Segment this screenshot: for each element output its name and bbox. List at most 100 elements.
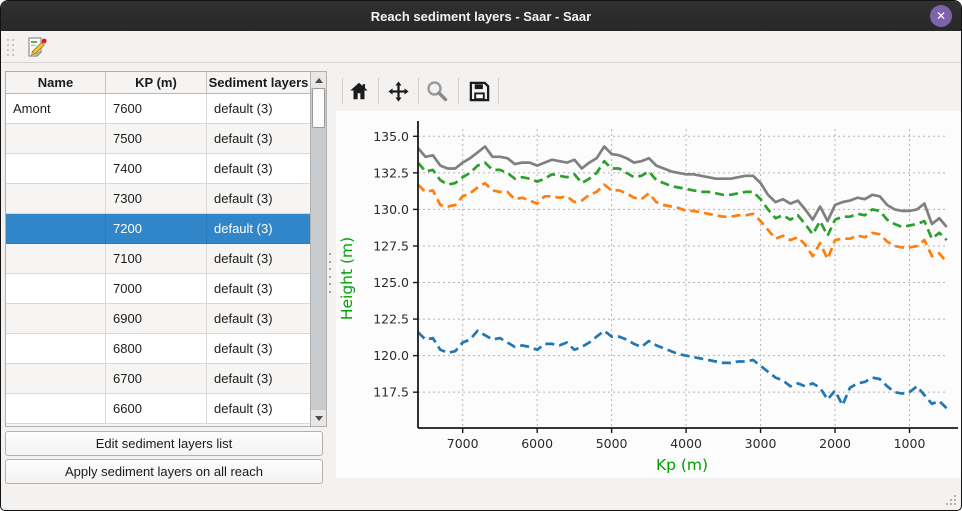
arrow-up-icon [314,77,323,83]
sediment-table: Name KP (m) Sediment layers Amont 7600 def… [5,71,327,427]
toolbar-drag-handle-icon[interactable] [7,39,15,57]
x-tick-label: 4000 [670,436,702,451]
table-scrollbar[interactable] [310,72,326,426]
row-layers-cell: default (3) [207,364,310,394]
scroll-up-button[interactable] [311,72,326,88]
row-layers-cell: default (3) [207,244,310,274]
header-layers: Sediment layers [207,72,310,94]
row-kp-cell: 6600 [106,394,207,424]
row-name-cell [6,214,106,244]
splitter-handle[interactable] [329,253,331,293]
save-icon [469,81,489,101]
row-layers-cell: default (3) [207,274,310,304]
header-name: Name [6,72,106,94]
home-icon [350,82,368,100]
row-name-cell [6,124,106,154]
close-icon: ✕ [935,9,947,23]
scrollbar-thumb[interactable] [312,88,325,128]
header-kp: KP (m) [106,72,207,94]
document-edit-icon [28,37,47,57]
edit-button-label: Edit sediment layers list [95,436,233,451]
series-orange_dashed [417,181,948,263]
row-layers-cell: default (3) [207,94,310,124]
y-tick-label: 130.0 [373,202,409,217]
edit-sediment-layers-list-button[interactable]: Edit sediment layers list [5,431,323,456]
table-row-partial[interactable] [6,424,310,426]
home-button[interactable] [347,79,371,103]
zoom-button[interactable] [425,79,449,103]
resize-grip[interactable] [944,493,958,507]
y-tick-label: 120.0 [373,348,409,363]
row-name-cell [6,364,106,394]
table-header: Name KP (m) Sediment layers [6,72,310,94]
row-name-cell [6,334,106,364]
y-tick-label: 117.5 [373,385,409,400]
table-row[interactable]: 7500 default (3) [6,124,310,154]
table-row[interactable]: 7000 default (3) [6,274,310,304]
row-name-cell [6,274,106,304]
row-kp-cell: 7400 [106,154,207,184]
row-kp-cell: 6700 [106,364,207,394]
row-kp-cell: 7100 [106,244,207,274]
apply-sediment-layers-button[interactable]: Apply sediment layers on all reach [5,459,323,484]
main-toolbar [1,31,961,63]
row-layers-cell: default (3) [207,184,310,214]
row-layers-cell: default (3) [207,154,310,184]
scroll-down-button[interactable] [311,410,326,426]
table-row[interactable]: 6700 default (3) [6,364,310,394]
x-axis-label: Kp (m) [656,456,708,474]
row-name-cell: Amont [6,94,106,124]
row-kp-cell: 6900 [106,304,207,334]
move-icon [387,80,409,102]
plot-canvas[interactable]: 117.5 120.0 122.5 125.0 127.5 130.0 132.5 135.0… [336,111,961,478]
arrow-down-icon [314,415,323,421]
y-tick-label: 125.0 [373,275,409,290]
series-green_dashed [416,159,948,242]
table-row[interactable]: Amont 7600 default (3) [6,94,310,124]
table-row[interactable]: 6800 default (3) [6,334,310,364]
series-gray_solid [416,145,948,228]
titlebar[interactable]: Reach sediment layers - Saar - Saar ✕ [1,1,961,31]
row-layers-cell: default (3) [207,394,310,424]
row-kp-cell: 6800 [106,334,207,364]
close-button[interactable]: ✕ [930,5,952,27]
row-layers-cell: default (3) [207,304,310,334]
row-kp-cell: 7500 [106,124,207,154]
row-name-cell [6,154,106,184]
table-row[interactable]: 7200 default (3) [6,214,310,244]
row-kp-cell: 7200 [106,214,207,244]
magnifier-icon [427,81,448,102]
save-button[interactable] [467,79,491,103]
plot-toolbar [336,71,961,111]
x-tick-label: 3000 [745,436,777,451]
scrollbar-track[interactable] [311,88,326,410]
table-row[interactable]: 6900 default (3) [6,304,310,334]
row-name-cell [6,304,106,334]
height-profile-chart: 117.5 120.0 122.5 125.0 127.5 130.0 132.5 135.0… [338,121,958,474]
x-tick-label: 6000 [521,436,553,451]
apply-button-label: Apply sediment layers on all reach [65,464,263,479]
table-row[interactable]: 7100 default (3) [6,244,310,274]
edit-sediment-layers-button[interactable] [23,34,50,61]
row-layers-cell: default (3) [207,334,310,364]
row-kp-cell: 7000 [106,274,207,304]
row-layers-cell: default (3) [207,124,310,154]
y-tick-label: 132.5 [373,165,409,180]
row-name-cell [6,394,106,424]
pan-button[interactable] [386,79,410,103]
table-body: Amont 7600 default (3) 7500 default (3) 7400 d… [6,94,310,426]
row-kp-cell: 7600 [106,94,207,124]
table-row[interactable]: 7300 default (3) [6,184,310,214]
row-layers-cell: default (3) [207,214,310,244]
row-name-cell [6,184,106,214]
y-tick-label: 135.0 [373,129,409,144]
y-tick-label: 122.5 [373,312,409,327]
x-tick-label: 1000 [894,436,926,451]
row-name-cell [6,244,106,274]
row-kp-cell: 7300 [106,184,207,214]
table-row[interactable]: 7400 default (3) [6,154,310,184]
table-main[interactable]: Name KP (m) Sediment layers Amont 7600 def… [6,72,310,426]
window-title: Reach sediment layers - Saar - Saar [370,8,592,24]
table-row[interactable]: 6600 default (3) [6,394,310,424]
